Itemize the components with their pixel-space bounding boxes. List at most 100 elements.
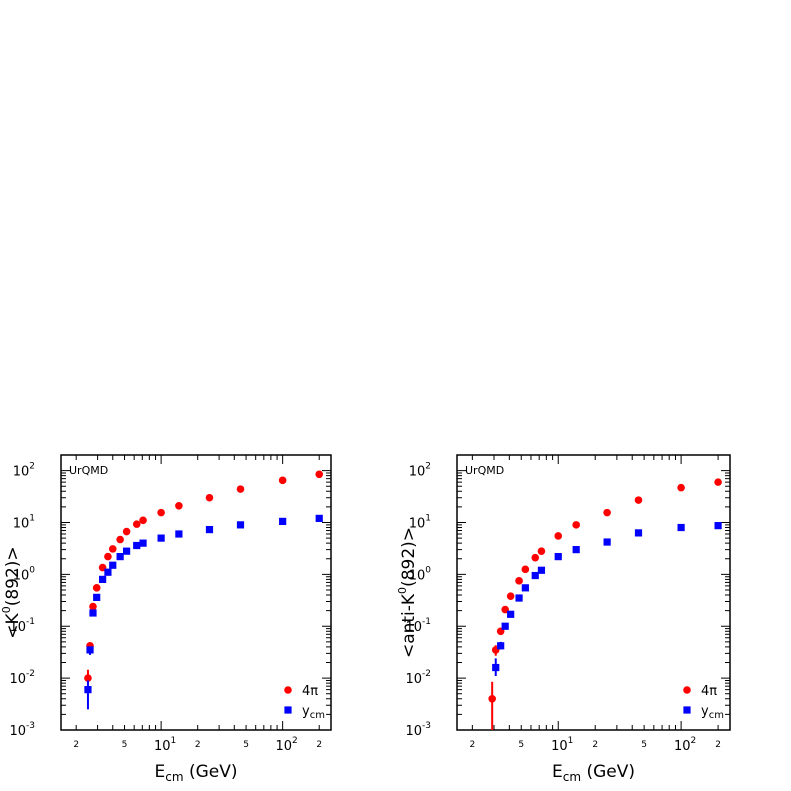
data-point-square [236,521,245,529]
data-point-circle [89,602,97,611]
y-tick-label: 101 [13,513,35,531]
data-point-square [109,561,117,569]
data-point-square [677,523,685,532]
data-point-circle [554,532,563,540]
legend-label: ycm [701,704,724,721]
data-point-circle [157,508,165,517]
legend-marker-square [284,706,292,714]
data-point-square [572,546,580,554]
data-point-circle [521,565,530,574]
data-point-square [123,547,131,555]
data-point-square [104,568,112,576]
data-point-circle [132,520,141,528]
x-tick-label: 2 [73,740,79,750]
legend-label: 4π [302,684,318,699]
y-tick-label: 102 [13,462,35,480]
x-tick-label: 2 [715,740,721,750]
y-tick-label: 10-1 [405,617,431,635]
data-point-square [175,530,183,538]
chart-panel-2: 2 5 101 2 5 102 2 10-3 10-2 10-1 100 101 102 Ecm (GeV… [396,454,731,784]
y-tick-label: 10-3 [9,721,35,739]
data-point-square [99,575,107,583]
legend-label: ycm [302,704,325,721]
data-point-circle [603,508,611,517]
legend: 4π ycm [683,684,724,721]
x-tick-label: 2 [592,740,598,750]
data-point-square [205,525,214,534]
chart-panel-1: 2 5 101 2 5 102 2 10-3 10-2 10-1 100 101 102 Ecm (GeV… [0,454,332,784]
x-tick-label: 102 [674,736,696,754]
data-point-circle [506,592,515,600]
legend-marker-circle [683,686,691,694]
data-point-circle [84,674,92,682]
data-point-square [515,594,523,602]
data-point-square [84,686,92,694]
series-4pi [488,478,722,730]
data-point-square [279,517,287,525]
data-point-circle [92,584,101,592]
data-point-circle [116,535,124,544]
data-point-square [603,538,611,546]
data-point-circle [205,493,214,502]
data-point-square [315,514,323,522]
plot-frame [456,454,731,731]
plot-frame [60,454,332,731]
x-tick-label: 5 [518,740,524,750]
data-point-circle [515,577,523,585]
data-point-circle [139,516,147,525]
data-point-square [501,622,509,630]
data-point-circle [634,496,643,504]
x-tick-label: 2 [195,740,201,750]
data-point-square [157,534,165,542]
data-point-square [634,529,643,537]
y-tick-label: 10-2 [9,669,35,687]
y-axis-title: <anti-K0(892)> [396,527,419,658]
legend-marker-circle [284,686,292,694]
legend-label: 4π [701,684,717,699]
x-tick-label: 5 [641,740,647,750]
data-point-square [133,541,141,550]
y-tick-label: 101 [409,513,431,531]
data-point-circle [488,694,496,703]
data-point-square [507,610,515,618]
data-point-circle [108,545,117,553]
x-tick-label: 101 [551,736,573,754]
data-point-square [89,609,97,617]
y-tick-label: 100 [13,565,36,583]
series-ycm [84,514,323,710]
data-point-circle [315,470,324,479]
x-tick-label: 102 [276,736,298,754]
y-tick-label: 10-1 [9,617,35,635]
data-point-square [554,553,562,561]
data-point-circle [531,553,540,562]
data-point-square [497,642,505,650]
y-axis-title: <K0(892)> [0,546,23,638]
series-ycm [492,522,722,676]
x-axis-title: Ecm (GeV) [552,762,635,784]
data-point-square [537,566,546,574]
data-point-circle [572,521,580,529]
x-tick-label: 5 [243,740,249,750]
y-tick-label: 10-3 [405,721,431,739]
data-point-circle [104,552,112,561]
y-tick-label: 100 [409,565,432,583]
x-tick-label: 2 [469,740,475,750]
x-axis-title: Ecm (GeV) [155,762,238,784]
data-point-square [521,584,529,592]
data-point-square [93,593,101,601]
y-tick-label: 10-2 [405,669,431,687]
data-point-circle [278,476,287,485]
data-point-square [116,553,124,561]
data-point-circle [175,501,183,510]
data-point-square [714,522,722,530]
legend-marker-square [683,706,691,714]
x-tick-label: 5 [122,740,128,750]
data-point-circle [537,547,546,555]
data-point-circle [677,483,685,492]
legend: 4π ycm [284,684,325,721]
data-point-circle [714,478,722,486]
panel-label: UrQMD [465,464,504,477]
x-tick-label: 2 [316,740,322,750]
data-point-square [531,571,539,580]
